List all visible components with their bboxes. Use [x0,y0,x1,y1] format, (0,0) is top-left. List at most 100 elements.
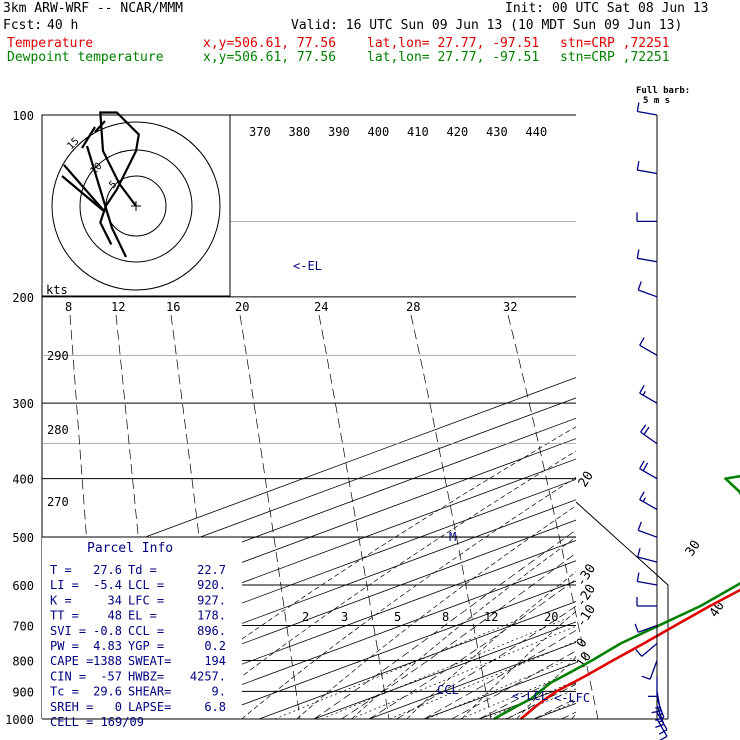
barb-flag [639,337,645,346]
pressure-tick-label: 500 [12,531,34,545]
barb-staff [639,468,658,480]
dry-adiabat [682,115,740,719]
parcel-param-value: 0.2 [204,639,226,653]
temperature-line [519,588,740,720]
parcel-param-value: 194 [204,654,226,668]
theta-label: 370 [249,125,271,139]
isotherm [368,641,576,720]
dry-adiabat [351,536,576,720]
parcel-param-value: 29.6 [93,685,122,699]
parcel-param-name: K = [50,593,72,607]
theta-label: 390 [328,125,350,139]
barb-flag [642,462,649,471]
barb-flag [636,249,640,259]
parcel-param-value: -57 [100,669,122,683]
wind-barb [651,691,662,714]
parcel-param-name: HWBZ= [128,669,164,683]
barb-flag [637,281,642,291]
isotherm [478,682,576,720]
parcel-param-name: SREH = [50,700,93,714]
barb-staff [639,392,658,404]
mixing-ratio-label: 8 [442,610,449,624]
isotherm-tick-label: 10 [574,650,595,671]
init-time: Init: 00 UTC Sat 08 Jun 13 [505,1,709,16]
parcel-param-value: -5.4 [93,578,122,592]
theta-label: 410 [407,125,429,139]
model-title: 3km ARW-WRF -- NCAR/MMM [3,1,184,16]
speed-axis-label: 16 [166,300,180,314]
wind-barb [637,521,658,538]
dry-adiabat [241,476,576,720]
barb-flag [658,719,663,723]
theta-label: 290 [47,349,69,363]
moist-adiabat [533,698,576,720]
parcel-param-value: 27.6 [93,563,122,577]
hodograph-segment [61,120,106,213]
lfc-marker: <-LFC [554,691,590,705]
wind-barb [636,102,658,116]
barb-flag [641,675,651,680]
theta-label: 400 [368,125,390,139]
pressure-tick-label: 200 [12,291,34,305]
dewpoint-line [493,474,740,721]
wind-barb [636,212,657,223]
parcel-param-value: 6.8 [204,700,226,714]
barb-staff [637,289,658,298]
parcel-param-name: SHEAR= [128,685,171,699]
barb-flag [639,491,645,500]
parcel-param-value: 9. [212,685,226,699]
speed-axis-label: 12 [111,300,125,314]
isotherm [644,115,740,719]
theta-label: 280 [47,423,69,437]
parcel-param-name: TT = [50,609,79,623]
barb-flag [642,390,646,396]
temperature-latlon: lat,lon= 27.77, -97.51 [367,36,540,51]
moist-adiabat [396,605,576,720]
pressure-tick-label: 300 [12,397,34,411]
parcel-param-name: T = [50,563,72,577]
mixing-ratio-label: 12 [484,610,498,624]
barb-flag [655,716,665,722]
header: 3km ARW-WRF -- NCAR/MMM Init: 00 UTC Sat… [0,0,740,70]
valid-time: Valid: 16 UTC Sun 09 Jun 13 (10 MDT Sun … [291,18,683,33]
isotherm [313,621,576,720]
barb-flag [655,723,665,729]
parcel-param-name: Tc = [50,685,79,699]
mixing-ratio-label: 3 [341,610,348,624]
wind-barb [637,548,658,563]
parcel-param-name: CIN = [50,669,86,683]
wind-barb [639,337,658,356]
isotherm [42,397,576,597]
pressure-tick-label: 600 [12,579,34,593]
isotherm-tick-label: -10 [574,602,599,630]
parcel-param-value: 896. [197,624,226,638]
moist-adiabat [423,629,576,720]
parcel-param-value: 48 [108,609,122,623]
mixing-ratio-label: 20 [544,610,558,624]
speed-curve [410,314,492,720]
mixing-ratio-line [321,618,569,720]
parcel-param-name: PW = [50,639,79,653]
barb-legend-unit: 5 m s [643,96,670,106]
parcel-info-background [42,537,242,720]
parcel-param-value: 920. [197,578,226,592]
ccl-marker: CCL [437,683,459,697]
pressure-tick-label: 800 [12,654,34,668]
wind-barb [636,572,658,586]
theta-label: 270 [47,495,69,509]
wind-barb [637,281,658,298]
temperature-xy: x,y=506.61, 77.56 [203,36,337,51]
dewpoint-xy: x,y=506.61, 77.56 [203,50,337,65]
pressure-tick-label: 1000 [5,713,34,727]
mixing-ratio-label: 5 [394,610,401,624]
speed-axis-label: 28 [406,300,420,314]
barb-staff [639,498,658,511]
theta-label: 380 [289,125,311,139]
barb-flag [655,706,660,709]
parcel-param-value: 34 [108,593,122,607]
hodograph-units: kts [46,283,68,297]
isotherm-tick-label: 30 [683,538,704,559]
theta-label: 430 [486,125,508,139]
pressure-tick-label: 900 [12,685,34,699]
